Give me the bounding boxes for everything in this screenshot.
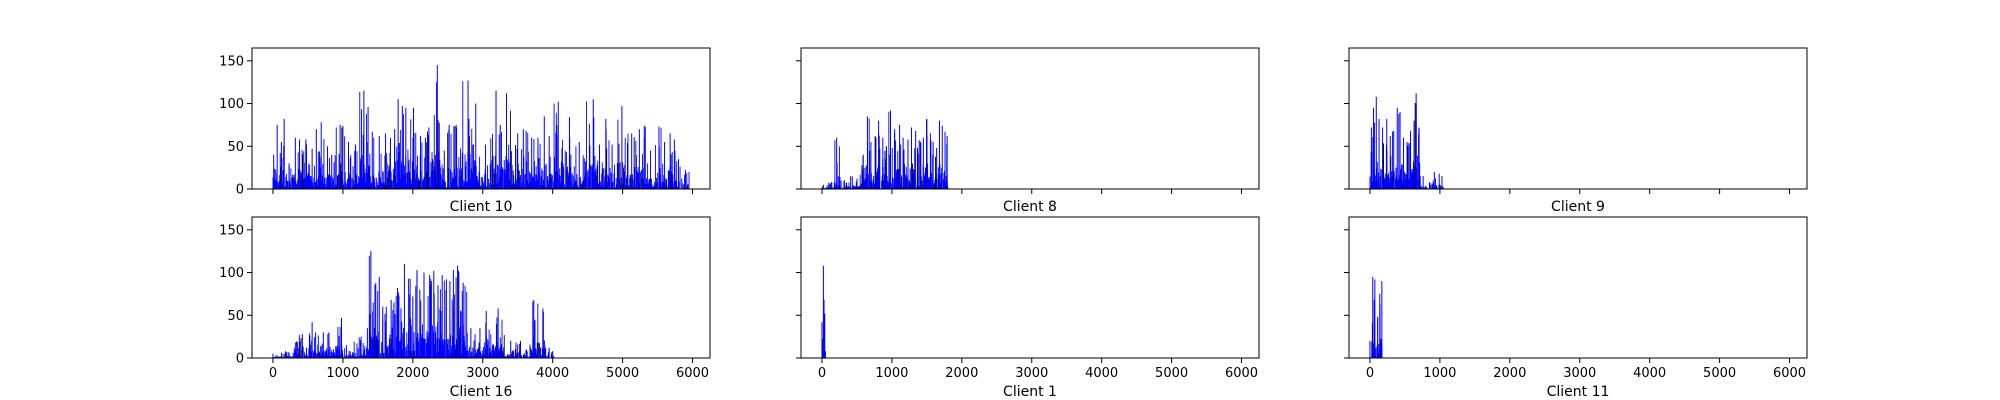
subplot-client-0: 0 50 100 150 Client 10 xyxy=(219,47,711,215)
subplot-title: Client 9 xyxy=(1551,199,1605,215)
x-tick-label: 3000 xyxy=(466,366,499,381)
histogram-bars xyxy=(821,265,826,358)
plot-frame xyxy=(251,47,711,190)
x-tick-label: 4000 xyxy=(1633,366,1666,381)
subplot-title: Client 16 xyxy=(450,384,513,400)
x-tick-label: 5000 xyxy=(1155,366,1188,381)
y-tick-label: 0 xyxy=(236,352,244,367)
x-tick-label: 4000 xyxy=(536,366,569,381)
y-tick-label: 100 xyxy=(219,266,244,281)
x-tick-label: 1000 xyxy=(875,366,908,381)
x-tick-label: 2000 xyxy=(396,366,429,381)
y-tick-label: 150 xyxy=(219,223,244,238)
plot-frame xyxy=(251,216,711,359)
x-tick-label: 5000 xyxy=(606,366,639,381)
x-tick-label: 6000 xyxy=(1773,366,1806,381)
y-tick-label: 150 xyxy=(219,54,244,69)
histogram-bars xyxy=(1369,93,1444,189)
x-tick-label: 1000 xyxy=(1423,366,1456,381)
y-tick-label: 100 xyxy=(219,97,244,112)
plot-frame xyxy=(1348,216,1808,359)
histogram-bars xyxy=(821,110,949,189)
subplot-client-4: 0 1000 2000 3000 4000 5000 6000 Client 1 xyxy=(796,216,1260,400)
subplot-client-2: Client 9 xyxy=(1344,47,1808,215)
x-tick-label: 6000 xyxy=(676,366,709,381)
y-tick-label: 0 xyxy=(236,183,244,198)
subplot-title: Client 8 xyxy=(1003,199,1057,215)
histogram-bars xyxy=(272,251,555,358)
x-tick-label: 6000 xyxy=(1225,366,1258,381)
plot-frame xyxy=(1348,47,1808,190)
y-tick-label: 50 xyxy=(227,309,244,324)
subplot-title: Client 10 xyxy=(450,199,513,215)
subplot-client-3: 0 1000 2000 3000 4000 5000 6000 0 50 100 150 Client… xyxy=(219,216,711,400)
histogram-bars xyxy=(1369,276,1383,358)
x-tick-label: 0 xyxy=(269,366,277,381)
y-tick-label: 50 xyxy=(227,140,244,155)
x-tick-label: 2000 xyxy=(945,366,978,381)
x-tick-label: 0 xyxy=(818,366,826,381)
subplot-title: Client 11 xyxy=(1547,384,1610,400)
plot-frame xyxy=(800,47,1260,190)
subplot-client-1: Client 8 xyxy=(796,47,1260,215)
subplot-client-5: 0 1000 2000 3000 4000 5000 6000 Client 11 xyxy=(1344,216,1808,400)
x-tick-label: 3000 xyxy=(1015,366,1048,381)
plot-frame xyxy=(800,216,1260,359)
x-tick-label: 1000 xyxy=(326,366,359,381)
subplot-title: Client 1 xyxy=(1003,384,1057,400)
x-tick-label: 2000 xyxy=(1493,366,1526,381)
x-tick-label: 5000 xyxy=(1703,366,1736,381)
x-tick-label: 0 xyxy=(1366,366,1374,381)
x-tick-label: 4000 xyxy=(1085,366,1118,381)
histogram-bars xyxy=(272,65,690,189)
x-tick-label: 3000 xyxy=(1563,366,1596,381)
